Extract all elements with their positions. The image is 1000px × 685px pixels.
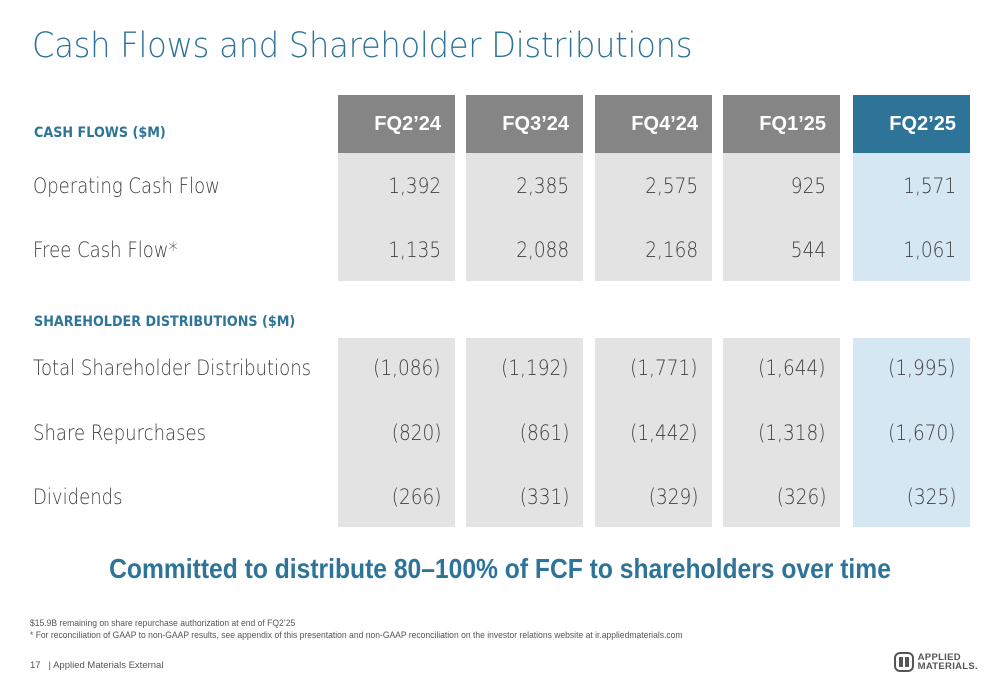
distributions-section-label: SHAREHOLDER DISTRIBUTIONS ($M) (34, 314, 296, 330)
logo-line-1: APPLIED (917, 652, 961, 663)
row-label-dividends: Dividends (33, 485, 123, 509)
table-cell: (1,644) (758, 356, 826, 380)
table-cell: 925 (790, 174, 826, 198)
row-label-total-distributions: Total Shareholder Distributions (33, 356, 312, 380)
applied-materials-logo: APPLIED MATERIALS. (893, 652, 978, 672)
classification-label: | Applied Materials External (48, 660, 164, 671)
applied-materials-logo-icon (893, 652, 914, 672)
distribution-cells-block (338, 338, 455, 527)
table-cell: 544 (790, 238, 826, 262)
cash-flows-section-label: CASH FLOWS ($M) (34, 125, 166, 141)
distribution-cells-block (853, 338, 970, 527)
table-cell: 1,571 (903, 174, 956, 198)
distribution-cells-block (466, 338, 583, 527)
page-title: Cash Flows and Shareholder Distributions (32, 26, 693, 66)
table-cell: (1,442) (630, 421, 698, 445)
table-cell: (1,771) (630, 356, 698, 380)
cash-flow-cells-block (723, 153, 840, 281)
table-cell: 1,392 (388, 174, 441, 198)
cash-flow-cells-block (338, 153, 455, 281)
table-cell: (326) (776, 485, 826, 509)
table-cell: (1,995) (888, 356, 956, 380)
table-cell: 2,088 (516, 238, 569, 262)
row-label-share-repurchases: Share Repurchases (33, 421, 207, 445)
table-cell: (266) (391, 485, 441, 509)
cash-flow-cells-block (853, 153, 970, 281)
logo-line-2: MATERIALS. (917, 661, 978, 672)
table-cell: (861) (519, 421, 569, 445)
cash-flow-cells-block (466, 153, 583, 281)
page-footer: 17 | Applied Materials External (30, 660, 163, 671)
tagline: Committed to distribute 80–100% of FCF t… (109, 553, 891, 584)
distribution-cells-block (595, 338, 712, 527)
table-cell: 2,385 (516, 174, 569, 198)
footnote-repurchase-authorization: $15.9B remaining on share repurchase aut… (30, 618, 296, 629)
column-header: FQ2’24 (338, 95, 455, 153)
column-header: FQ4’24 (595, 95, 712, 153)
footnote-gaap-reconciliation: * For reconciliation of GAAP to non-GAAP… (30, 630, 683, 641)
table-cell: (325) (906, 485, 956, 509)
page-number: 17 (30, 660, 41, 671)
table-cell: 2,168 (645, 238, 698, 262)
table-cell: 2,575 (645, 174, 698, 198)
table-cell: (1,192) (501, 356, 569, 380)
column-header: FQ2’25 (853, 95, 970, 153)
table-cell: (820) (391, 421, 441, 445)
row-label-operating-cash-flow: Operating Cash Flow (33, 174, 220, 198)
table-cell: 1,061 (903, 238, 956, 262)
table-cell: (1,086) (373, 356, 441, 380)
table-cell: 1,135 (388, 238, 441, 262)
table-cell: (1,670) (888, 421, 956, 445)
table-cell: (331) (519, 485, 569, 509)
cash-flow-cells-block (595, 153, 712, 281)
column-header: FQ3’24 (466, 95, 583, 153)
table-cell: (1,318) (758, 421, 826, 445)
column-header: FQ1’25 (723, 95, 840, 153)
distribution-cells-block (723, 338, 840, 527)
table-cell: (329) (648, 485, 698, 509)
row-label-free-cash-flow: Free Cash Flow* (33, 238, 178, 262)
